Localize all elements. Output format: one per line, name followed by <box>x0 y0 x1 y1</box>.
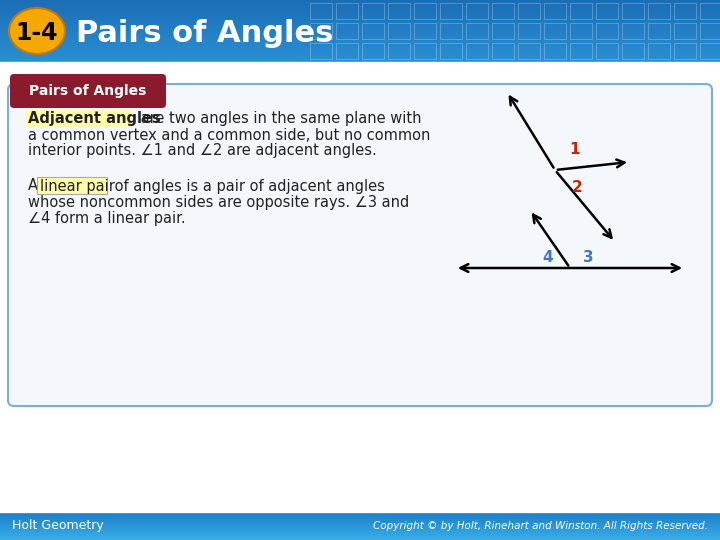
Bar <box>596 3 618 19</box>
Bar <box>388 43 410 59</box>
Bar <box>648 3 670 19</box>
FancyBboxPatch shape <box>8 84 712 406</box>
Bar <box>544 43 566 59</box>
Bar <box>414 3 436 19</box>
Text: linear pair: linear pair <box>40 179 115 193</box>
Text: 2: 2 <box>572 180 582 195</box>
Bar <box>336 23 358 39</box>
Text: of angles is a pair of adjacent angles: of angles is a pair of adjacent angles <box>110 179 385 193</box>
Text: Pairs of Angles: Pairs of Angles <box>76 19 333 49</box>
Text: Copyright © by Holt, Rinehart and Winston. All Rights Reserved.: Copyright © by Holt, Rinehart and Winsto… <box>373 521 708 531</box>
Bar <box>440 3 462 19</box>
Bar <box>362 23 384 39</box>
Bar <box>336 3 358 19</box>
Bar <box>674 3 696 19</box>
Bar <box>544 3 566 19</box>
Text: Adjacent angles: Adjacent angles <box>28 111 161 126</box>
Bar <box>492 3 514 19</box>
Bar <box>518 23 540 39</box>
Bar <box>596 43 618 59</box>
Bar <box>414 43 436 59</box>
Bar <box>622 3 644 19</box>
Text: are two angles in the same plane with: are two angles in the same plane with <box>136 111 421 126</box>
Bar <box>570 43 592 59</box>
Bar <box>622 43 644 59</box>
Bar <box>414 23 436 39</box>
Text: ∠4 form a linear pair.: ∠4 form a linear pair. <box>28 211 186 226</box>
Bar <box>388 23 410 39</box>
FancyBboxPatch shape <box>10 74 166 108</box>
Bar <box>466 3 488 19</box>
Text: A: A <box>28 179 42 193</box>
Text: Holt Geometry: Holt Geometry <box>12 519 104 532</box>
Bar <box>700 3 720 19</box>
Bar <box>336 43 358 59</box>
Bar <box>440 23 462 39</box>
Bar <box>570 3 592 19</box>
FancyBboxPatch shape <box>37 177 107 194</box>
Text: 1-4: 1-4 <box>16 21 58 45</box>
Bar <box>544 23 566 39</box>
Bar <box>518 3 540 19</box>
Bar <box>648 43 670 59</box>
FancyBboxPatch shape <box>25 110 131 127</box>
Bar <box>518 43 540 59</box>
Bar <box>596 23 618 39</box>
Ellipse shape <box>9 8 65 54</box>
Bar <box>362 3 384 19</box>
Bar <box>440 43 462 59</box>
Bar <box>310 23 332 39</box>
Text: a common vertex and a common side, but no common: a common vertex and a common side, but n… <box>28 127 431 143</box>
Bar <box>492 43 514 59</box>
Bar <box>674 23 696 39</box>
Bar <box>388 3 410 19</box>
Bar <box>674 43 696 59</box>
Text: 1: 1 <box>570 143 580 158</box>
Bar <box>310 3 332 19</box>
Bar <box>310 43 332 59</box>
Bar <box>700 43 720 59</box>
Bar <box>362 43 384 59</box>
Text: 3: 3 <box>582 251 593 266</box>
Bar <box>622 23 644 39</box>
Bar <box>700 23 720 39</box>
Text: 4: 4 <box>543 251 553 266</box>
Text: Pairs of Angles: Pairs of Angles <box>30 84 147 98</box>
Bar <box>570 23 592 39</box>
Text: whose noncommon sides are opposite rays. ∠3 and: whose noncommon sides are opposite rays.… <box>28 194 409 210</box>
Bar <box>492 23 514 39</box>
Bar <box>466 43 488 59</box>
Bar <box>648 23 670 39</box>
Bar <box>466 23 488 39</box>
Text: interior points. ∠1 and ∠2 are adjacent angles.: interior points. ∠1 and ∠2 are adjacent … <box>28 144 377 159</box>
